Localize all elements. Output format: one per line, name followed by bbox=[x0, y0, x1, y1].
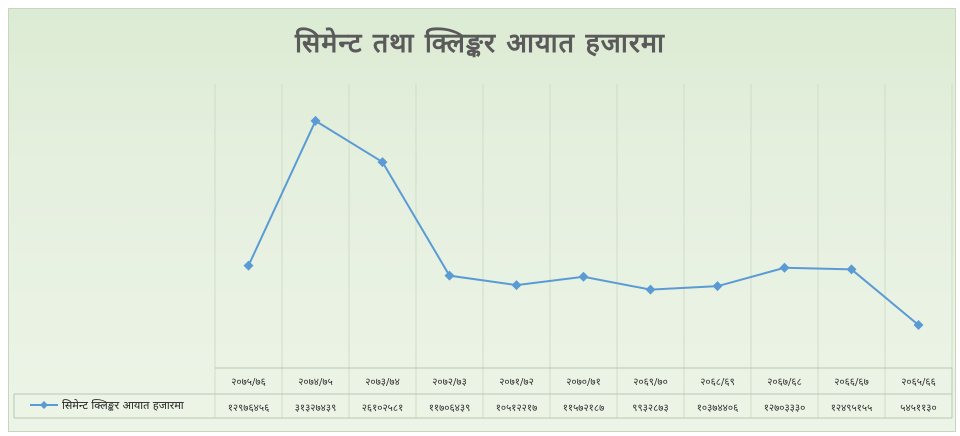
data-point bbox=[377, 157, 388, 168]
category-label: २०६५/६६ bbox=[901, 377, 936, 388]
data-value-label: १२७०३३३० bbox=[764, 403, 806, 414]
data-value-label: ५४५११३० bbox=[900, 403, 936, 414]
data-value-label: ९९३२८७३ bbox=[632, 403, 668, 414]
category-label: २०६६/६७ bbox=[834, 377, 869, 388]
data-value-label: ३१३२७४३९ bbox=[295, 403, 337, 414]
data-value-label: १०३७४४०६ bbox=[697, 403, 739, 414]
data-value-label: ११७०६४३९ bbox=[429, 403, 471, 414]
data-point bbox=[846, 264, 857, 275]
data-value-label: ११५७२१८७ bbox=[563, 403, 605, 414]
category-label: २०७१/७२ bbox=[499, 377, 534, 388]
data-point bbox=[645, 284, 656, 295]
legend-label: सिमेन्ट क्लिङ्कर आयात हजारमा bbox=[62, 399, 184, 412]
data-point bbox=[511, 280, 522, 291]
category-label: २०७०/७१ bbox=[566, 377, 601, 388]
data-value-label: १२९७६४५६ bbox=[228, 403, 270, 414]
data-point bbox=[712, 281, 723, 292]
grid bbox=[214, 84, 953, 418]
category-label: २०७२/७३ bbox=[432, 377, 467, 388]
data-value-label: १२४९५१५५ bbox=[831, 403, 873, 414]
data-point bbox=[444, 270, 455, 281]
data-point bbox=[779, 262, 790, 273]
data-point bbox=[243, 260, 254, 271]
data-point bbox=[310, 115, 321, 126]
data-value-label: १०५१२२१७ bbox=[496, 403, 538, 414]
category-label: २०७५/७६ bbox=[231, 377, 266, 388]
category-label: २०६७/६८ bbox=[767, 377, 802, 388]
chart-area bbox=[8, 8, 956, 432]
category-label: २०७४/७५ bbox=[298, 377, 333, 388]
legend: सिमेन्ट क्लिङ्कर आयात हजारमा bbox=[30, 399, 184, 412]
data-point bbox=[913, 319, 924, 330]
category-label: २०६८/६९ bbox=[700, 377, 735, 388]
data-table: २०७५/७६ १२९७६४५६ २०७४/७५ ३१३२७४३९ २०७३/७४ २६१… bbox=[13, 367, 953, 419]
legend-marker bbox=[40, 401, 48, 409]
category-label: २०७३/७४ bbox=[365, 377, 400, 388]
data-value-label: २६१०२५८१ bbox=[362, 403, 404, 414]
data-point bbox=[578, 271, 589, 282]
series bbox=[243, 115, 924, 330]
category-label: २०६९/७० bbox=[633, 377, 668, 388]
chart-title: सिमेन्ट तथा क्लिङ्कर आयात हजारमा bbox=[294, 27, 665, 59]
